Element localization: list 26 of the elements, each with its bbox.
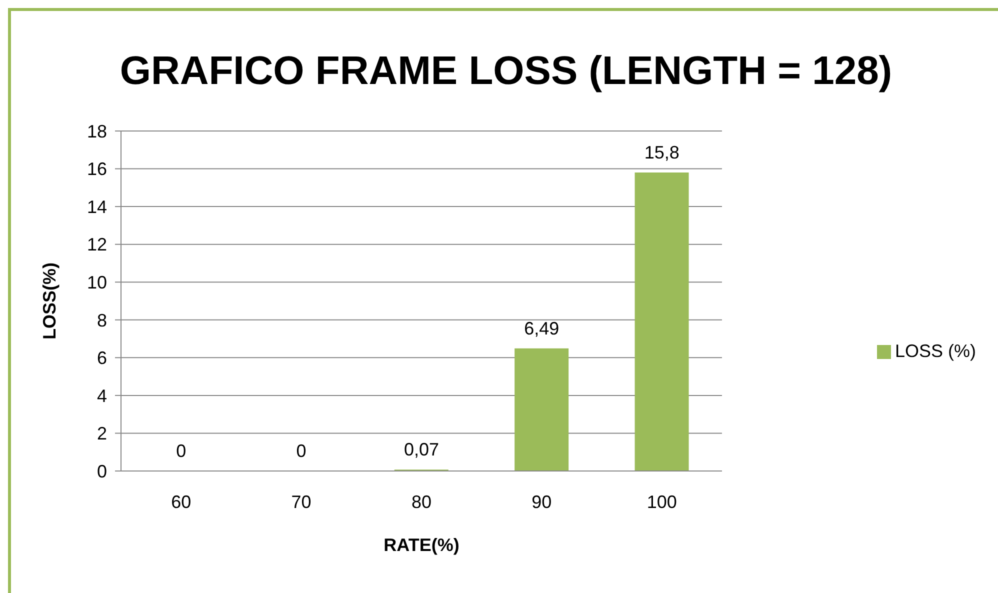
bar bbox=[634, 172, 689, 471]
data-label: 0 bbox=[176, 441, 186, 461]
y-axis-title: LOSS(%) bbox=[39, 262, 60, 340]
y-tick-label: 12 bbox=[86, 234, 107, 255]
data-label: 15,8 bbox=[644, 142, 680, 163]
bar bbox=[514, 348, 569, 471]
data-label: 0,07 bbox=[404, 440, 440, 460]
x-tick-label: 70 bbox=[291, 492, 312, 512]
chart-title: GRAFICO FRAME LOSS (LENGTH = 128) bbox=[118, 49, 894, 94]
legend-label: LOSS (%) bbox=[894, 340, 976, 360]
y-tick-label: 6 bbox=[96, 348, 107, 368]
y-tick-label: 4 bbox=[96, 386, 107, 406]
data-label: 6,49 bbox=[524, 318, 560, 338]
y-tick-label: 0 bbox=[96, 461, 107, 482]
x-tick-label: 80 bbox=[411, 492, 432, 512]
x-tick-label: 90 bbox=[532, 492, 552, 512]
y-tick-label: 18 bbox=[86, 121, 107, 142]
data-label: 0 bbox=[296, 441, 306, 461]
y-tick-label: 2 bbox=[96, 424, 107, 444]
y-tick-label: 10 bbox=[86, 272, 107, 292]
x-tick-label: 100 bbox=[646, 492, 677, 512]
y-tick-label: 16 bbox=[86, 159, 107, 180]
y-tick-label: 8 bbox=[96, 310, 107, 330]
x-tick-label: 60 bbox=[171, 492, 192, 512]
x-axis-title: RATE(%) bbox=[384, 535, 460, 555]
y-tick-label: 14 bbox=[86, 196, 107, 217]
